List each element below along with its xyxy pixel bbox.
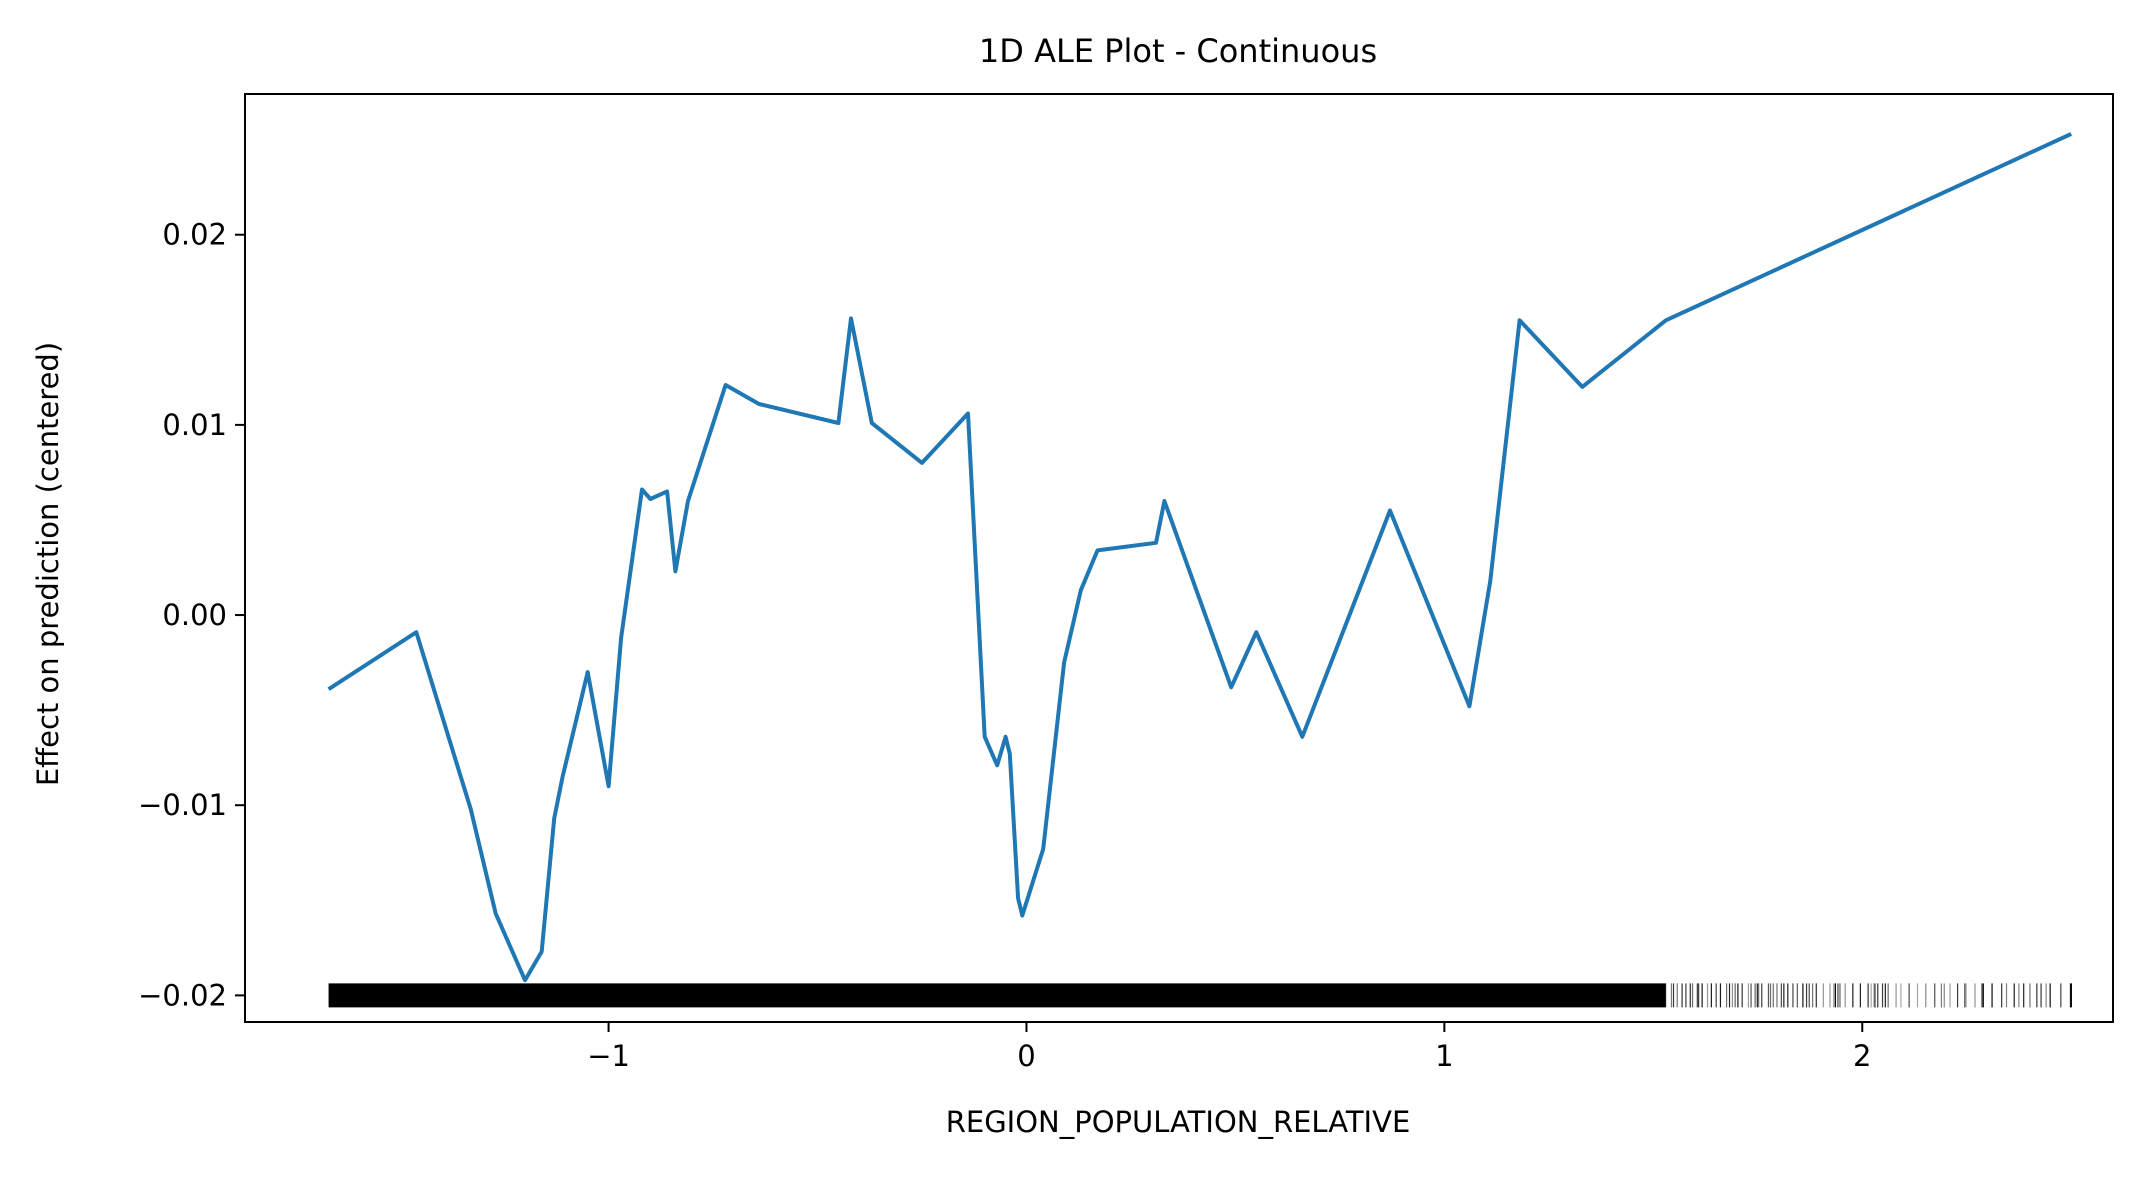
y-tick-label: 0.01 (162, 408, 227, 442)
chart-title: 1D ALE Plot - Continuous (979, 32, 1377, 70)
rug-layer (329, 983, 2072, 1007)
x-tick-label: 0 (1017, 1039, 1035, 1073)
x-tick-label: 2 (1853, 1039, 1871, 1073)
rug-dense-band (329, 983, 1666, 1007)
x-axis-label: REGION_POPULATION_RELATIVE (946, 1105, 1411, 1139)
y-tick-label: 0.02 (162, 218, 227, 252)
y-tick-label: 0.00 (162, 598, 227, 632)
x-tick-label: −1 (587, 1039, 630, 1073)
y-tick-label: −0.01 (138, 788, 227, 822)
x-tick-label: 1 (1435, 1039, 1453, 1073)
y-tick-label: −0.02 (138, 978, 227, 1012)
y-axis-label: Effect on prediction (centered) (31, 342, 65, 786)
